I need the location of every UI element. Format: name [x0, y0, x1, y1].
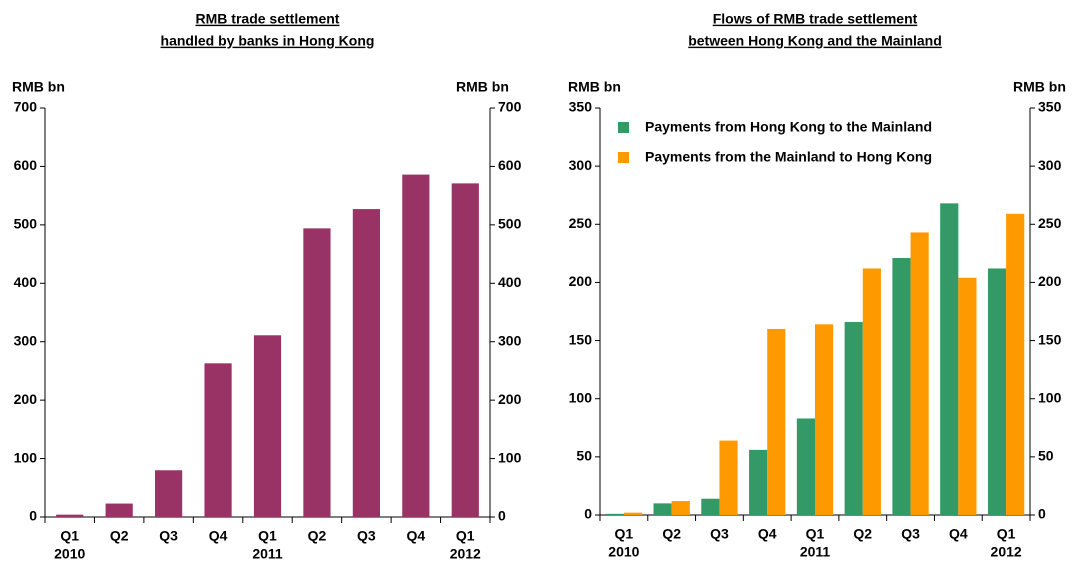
x-tick-label: Q3	[357, 528, 376, 544]
bar	[910, 232, 929, 515]
y2-tick-label: 0	[1038, 506, 1046, 522]
x-tick-label: Q1	[60, 528, 79, 544]
y2-axis-label: RMB bn	[456, 79, 509, 95]
x-year-label: 2012	[450, 546, 481, 562]
bar	[719, 440, 738, 515]
bar	[623, 512, 643, 515]
bar	[352, 209, 380, 517]
x-tick-label: Q1	[806, 526, 825, 542]
chart-title: handled by banks in Hong Kong	[161, 33, 375, 49]
bar	[749, 449, 768, 515]
bar	[605, 513, 624, 515]
y2-tick-label: 100	[498, 449, 522, 465]
bar	[303, 228, 331, 517]
x-year-label: 2010	[608, 544, 639, 560]
y-tick-label: 150	[569, 331, 593, 347]
y2-tick-label: 300	[1038, 157, 1062, 173]
bar	[940, 203, 959, 515]
bar	[815, 324, 834, 515]
bar	[653, 503, 672, 515]
bar	[204, 363, 232, 517]
y2-tick-label: 250	[1038, 215, 1062, 231]
bar	[767, 328, 786, 515]
bar	[105, 503, 133, 517]
x-year-label: 2010	[54, 546, 85, 562]
x-tick-label: Q1	[997, 526, 1016, 542]
y-tick-label: 300	[569, 157, 593, 173]
y2-tick-label: 600	[498, 157, 522, 173]
x-tick-label: Q3	[710, 526, 729, 542]
y-axis-label: RMB bn	[12, 79, 65, 95]
y2-tick-label: 500	[498, 216, 522, 232]
legend-swatch	[618, 122, 629, 133]
y-tick-label: 350	[569, 99, 593, 115]
x-tick-label: Q3	[159, 528, 178, 544]
y2-tick-label: 200	[1038, 273, 1062, 289]
y2-tick-label: 100	[1038, 389, 1062, 405]
y2-tick-label: 0	[498, 508, 506, 524]
y2-tick-label: 700	[498, 99, 522, 115]
x-tick-label: Q2	[662, 526, 681, 542]
bar	[56, 514, 84, 517]
bar	[958, 277, 977, 515]
y-tick-label: 100	[14, 449, 38, 465]
y-tick-label: 0	[584, 506, 592, 522]
x-tick-label: Q4	[758, 526, 777, 542]
chart-title: between Hong Kong and the Mainland	[688, 33, 942, 49]
y-axis-label: RMB bn	[568, 79, 621, 95]
y2-tick-label: 50	[1038, 448, 1054, 464]
bar	[402, 174, 430, 517]
x-tick-label: Q1	[258, 528, 277, 544]
bar	[796, 418, 815, 515]
bar	[155, 470, 183, 517]
legend-label: Payments from the Mainland to Hong Kong	[645, 149, 932, 165]
x-tick-label: Q1	[456, 528, 475, 544]
y-tick-label: 400	[14, 274, 38, 290]
chart-title: RMB trade settlement	[196, 11, 340, 27]
y-tick-label: 200	[14, 391, 38, 407]
x-tick-label: Q1	[615, 526, 634, 542]
bar	[701, 498, 720, 515]
x-tick-label: Q4	[406, 528, 425, 544]
x-tick-label: Q4	[209, 528, 228, 544]
y-tick-label: 100	[569, 389, 593, 405]
y-tick-label: 500	[14, 216, 38, 232]
y-tick-label: 200	[569, 273, 593, 289]
bar	[862, 268, 881, 515]
y-tick-label: 600	[14, 157, 38, 173]
legend-label: Payments from Hong Kong to the Mainland	[645, 119, 932, 135]
y2-axis-label: RMB bn	[1013, 79, 1066, 95]
bar	[987, 268, 1007, 515]
x-year-label: 2011	[252, 546, 283, 562]
bar	[671, 501, 690, 515]
y-tick-label: 250	[569, 215, 593, 231]
y2-tick-label: 200	[498, 391, 522, 407]
y2-tick-label: 300	[498, 332, 522, 348]
y2-tick-label: 350	[1038, 99, 1062, 115]
bar	[1006, 213, 1025, 515]
bar	[253, 335, 282, 517]
x-tick-label: Q2	[110, 528, 129, 544]
x-tick-label: Q2	[853, 526, 872, 542]
x-tick-label: Q4	[949, 526, 968, 542]
x-year-label: 2012	[991, 544, 1022, 560]
x-tick-label: Q3	[901, 526, 920, 542]
legend-swatch	[618, 152, 629, 163]
y-tick-label: 700	[14, 99, 38, 115]
x-tick-label: Q2	[308, 528, 327, 544]
y-tick-label: 0	[29, 508, 37, 524]
chart-title: Flows of RMB trade settlement	[713, 11, 918, 27]
bar	[451, 183, 479, 517]
bar	[892, 258, 911, 515]
y2-tick-label: 400	[498, 274, 522, 290]
y2-tick-label: 150	[1038, 331, 1062, 347]
y-tick-label: 300	[14, 332, 38, 348]
x-year-label: 2011	[800, 544, 831, 560]
y-tick-label: 50	[576, 448, 592, 464]
bar	[844, 321, 863, 515]
